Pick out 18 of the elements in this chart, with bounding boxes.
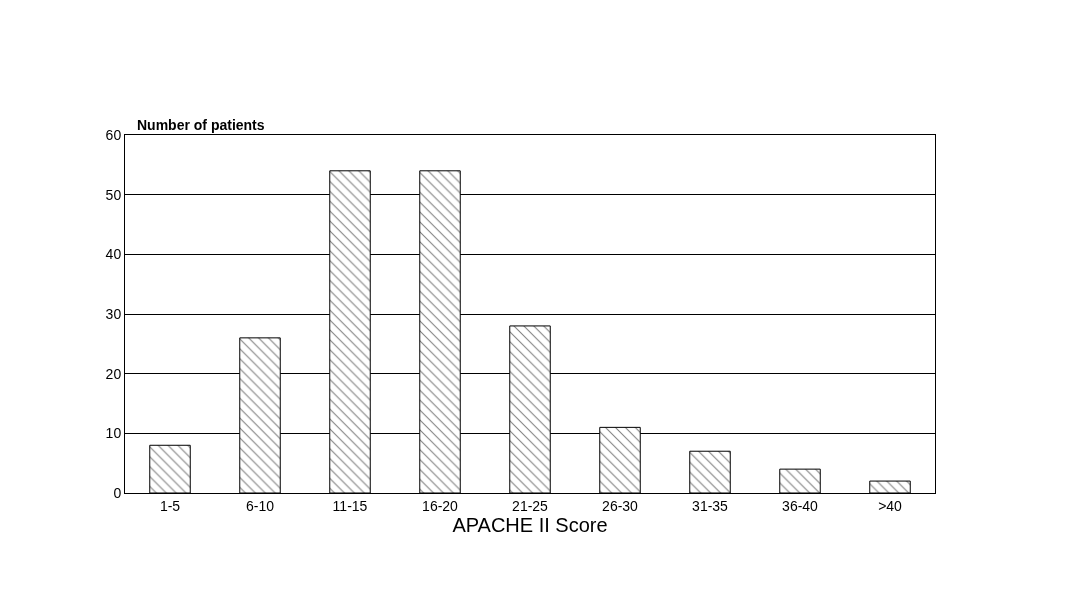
y-axis-title: Number of patients (137, 117, 265, 133)
y-tick-label: 0 (113, 484, 122, 501)
x-tick-label: 6-10 (245, 497, 275, 514)
x-tick-label: 1-5 (159, 497, 181, 514)
y-tick-label: 60 (105, 126, 122, 143)
x-tick-label: 11-15 (332, 497, 368, 514)
y-tick-label: 40 (105, 246, 122, 263)
x-tick-label: 26-30 (602, 497, 639, 514)
y-tick-label: 30 (105, 305, 122, 322)
x-tick-label: 31-35 (692, 497, 729, 514)
x-axis-title: APACHE II Score (452, 513, 608, 536)
y-tick-label: 10 (105, 425, 122, 442)
x-tick-label: 21-25 (512, 497, 549, 514)
y-tick-label: 20 (105, 365, 122, 382)
x-tick-label: 16-20 (422, 497, 459, 514)
x-tick-label: >40 (878, 497, 903, 514)
y-tick-label: 50 (105, 186, 122, 203)
x-tick-label: 36-40 (782, 497, 819, 514)
